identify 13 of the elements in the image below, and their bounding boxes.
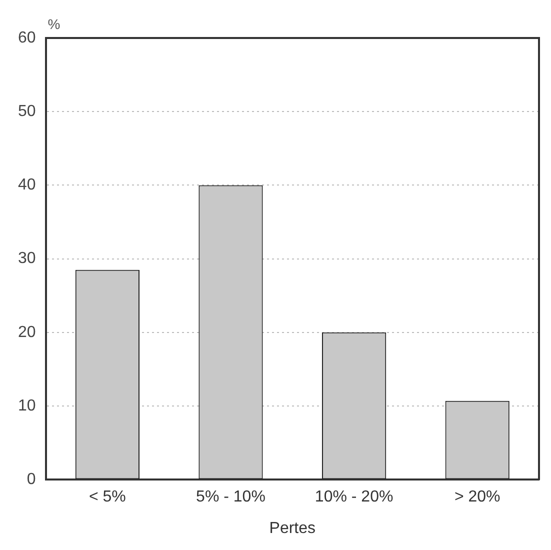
y-tick-label: 50: [18, 103, 36, 120]
x-tick-label: > 20%: [454, 488, 500, 506]
y-tick-label: 60: [18, 29, 36, 46]
x-tick-label: 5% - 10%: [196, 488, 266, 506]
x-tick-label: < 5%: [88, 488, 126, 506]
x-tick-label: 10% - 20%: [314, 488, 394, 506]
x-axis-title: Pertes: [269, 520, 316, 537]
y-tick-label: 30: [18, 250, 36, 268]
y-axis-title: %: [48, 16, 60, 32]
y-tick-label: 0: [26, 471, 36, 488]
y-tick-label: 10: [18, 397, 36, 414]
y-tick-label: 20: [18, 324, 36, 341]
y-tick-label: 40: [18, 176, 36, 194]
